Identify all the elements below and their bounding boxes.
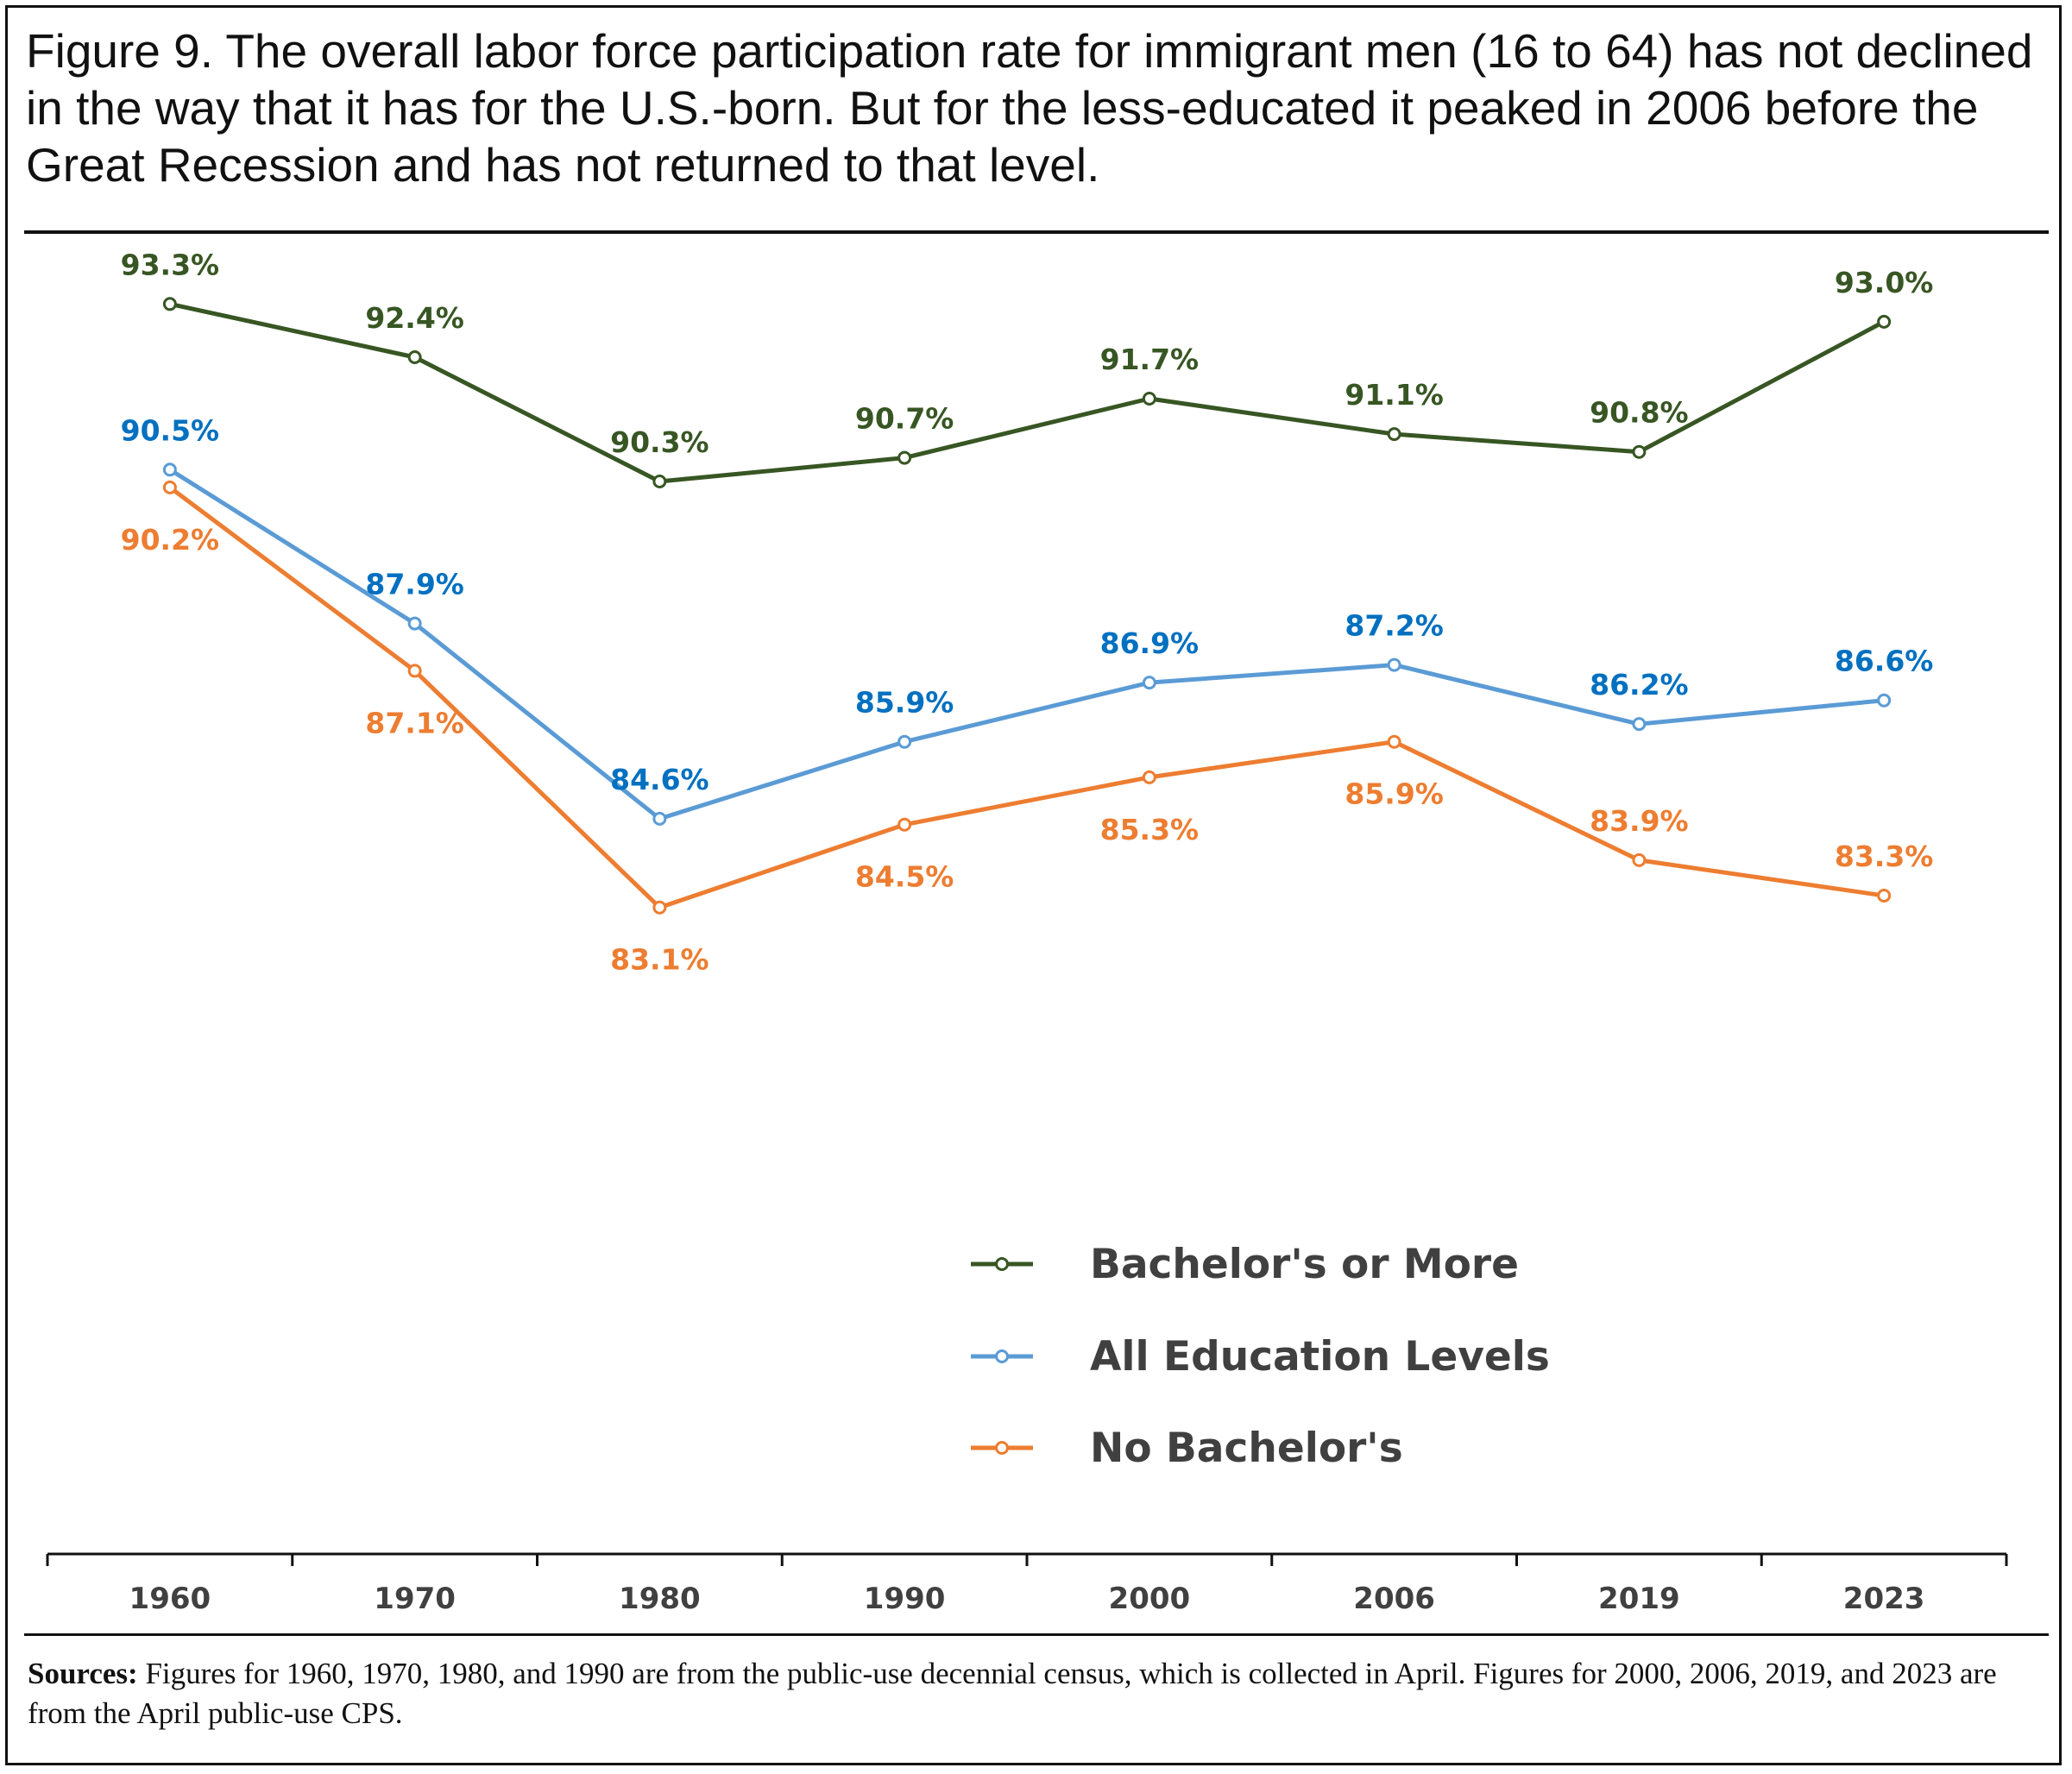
x-tick-label-2019: 2019	[1598, 1582, 1680, 1616]
data-point	[1387, 427, 1401, 442]
data-label: 85.3%	[1100, 813, 1200, 846]
series-line-all-education-levels	[168, 468, 1885, 821]
data-point	[1142, 392, 1156, 406]
data-label: 85.9%	[1345, 777, 1444, 811]
sources-note: Sources: Figures for 1960, 1970, 1980, a…	[28, 1654, 2038, 1733]
data-point	[897, 734, 912, 749]
data-point	[407, 664, 422, 678]
data-point	[1142, 676, 1156, 690]
data-point	[897, 450, 912, 465]
legend-swatch-marker	[995, 1349, 1009, 1363]
figure-title: Figure 9. The overall labor force partic…	[26, 24, 2033, 192]
legend-label: No Bachelor's	[1090, 1425, 1403, 1472]
data-point	[1877, 693, 1892, 708]
legend-swatch-marker	[995, 1257, 1009, 1271]
data-label: 86.6%	[1835, 645, 1934, 678]
data-label: 90.2%	[121, 523, 220, 557]
sources-label: Sources:	[28, 1657, 138, 1690]
data-label: 87.1%	[365, 706, 464, 739]
data-label: 90.5%	[121, 413, 220, 447]
x-tick-label-2023: 2023	[1843, 1582, 1925, 1616]
data-label: 90.3%	[610, 425, 709, 459]
x-tick-label-1960: 1960	[129, 1582, 211, 1616]
x-axis: 1960 1970 1980 1990 2000 2006 2019 2023	[46, 1552, 2008, 1616]
data-point	[1632, 852, 1647, 867]
data-label: 86.9%	[1100, 626, 1200, 660]
data-label: 93.3%	[121, 248, 220, 281]
x-tick-label-1970: 1970	[374, 1582, 456, 1616]
data-point	[1632, 717, 1647, 732]
data-label: 83.9%	[1590, 804, 1689, 838]
legend-item-no-bachelor-s: No Bachelor's	[971, 1425, 1403, 1472]
data-point	[652, 811, 667, 826]
sources-divider	[24, 1633, 2049, 1636]
data-point	[652, 900, 667, 915]
data-point	[407, 350, 422, 364]
data-label: 91.7%	[1100, 343, 1200, 376]
data-label: 85.9%	[855, 686, 954, 720]
x-tick-label-1980: 1980	[619, 1582, 701, 1616]
series-layer	[162, 297, 1892, 915]
data-point	[407, 616, 422, 631]
data-point	[652, 475, 667, 488]
series-no-bachelor-s	[162, 480, 1892, 915]
series-bachelor-s-or-more	[162, 297, 1892, 488]
x-tick-label-2000: 2000	[1109, 1582, 1191, 1616]
legend-label: Bachelor's or More	[1090, 1241, 1519, 1288]
series-line-no-bachelor-s	[168, 485, 1885, 910]
legend-swatch-marker	[995, 1441, 1009, 1455]
data-point	[162, 480, 177, 494]
data-label: 86.2%	[1590, 668, 1689, 701]
data-label: 90.8%	[1590, 396, 1689, 430]
data-label: 87.9%	[365, 568, 464, 601]
data-label: 93.0%	[1835, 266, 1934, 299]
data-label: 92.4%	[365, 301, 464, 335]
data-label: 87.2%	[1345, 609, 1444, 643]
data-point	[897, 817, 912, 832]
data-label: 84.6%	[610, 763, 709, 796]
data-point	[1877, 889, 1892, 903]
data-label: 83.1%	[610, 943, 709, 977]
series-line-bachelor-s-or-more	[169, 301, 1886, 484]
data-point	[1387, 657, 1401, 672]
data-label: 84.5%	[855, 860, 954, 894]
data-label: 91.1%	[1345, 378, 1444, 412]
data-point	[162, 297, 177, 311]
series-all-education-levels	[162, 462, 1892, 826]
legend-label: All Education Levels	[1090, 1333, 1550, 1381]
x-tick-label-1990: 1990	[864, 1582, 946, 1616]
data-point	[1632, 444, 1647, 459]
sources-text: Figures for 1960, 1970, 1980, and 1990 a…	[28, 1657, 1997, 1730]
figure-frame	[5, 5, 2062, 1765]
legend-item-all-education-levels: All Education Levels	[971, 1333, 1550, 1381]
data-point	[1387, 734, 1401, 749]
data-point	[162, 462, 177, 477]
data-labels: 93.3% 92.4% 90.3% 90.7% 91.7% 91.1% 90.8% 93.0%…	[121, 248, 1934, 976]
x-tick-label-2006: 2006	[1353, 1582, 1435, 1616]
data-label: 83.3%	[1835, 840, 1934, 873]
data-point	[1877, 314, 1892, 329]
legend: Bachelor's or More All Education Levels No…	[971, 1241, 1550, 1472]
data-label: 90.7%	[855, 402, 954, 436]
title-divider	[24, 230, 2049, 234]
legend-item-bachelor-s-or-more: Bachelor's or More	[971, 1241, 1519, 1288]
data-point	[1142, 770, 1156, 784]
